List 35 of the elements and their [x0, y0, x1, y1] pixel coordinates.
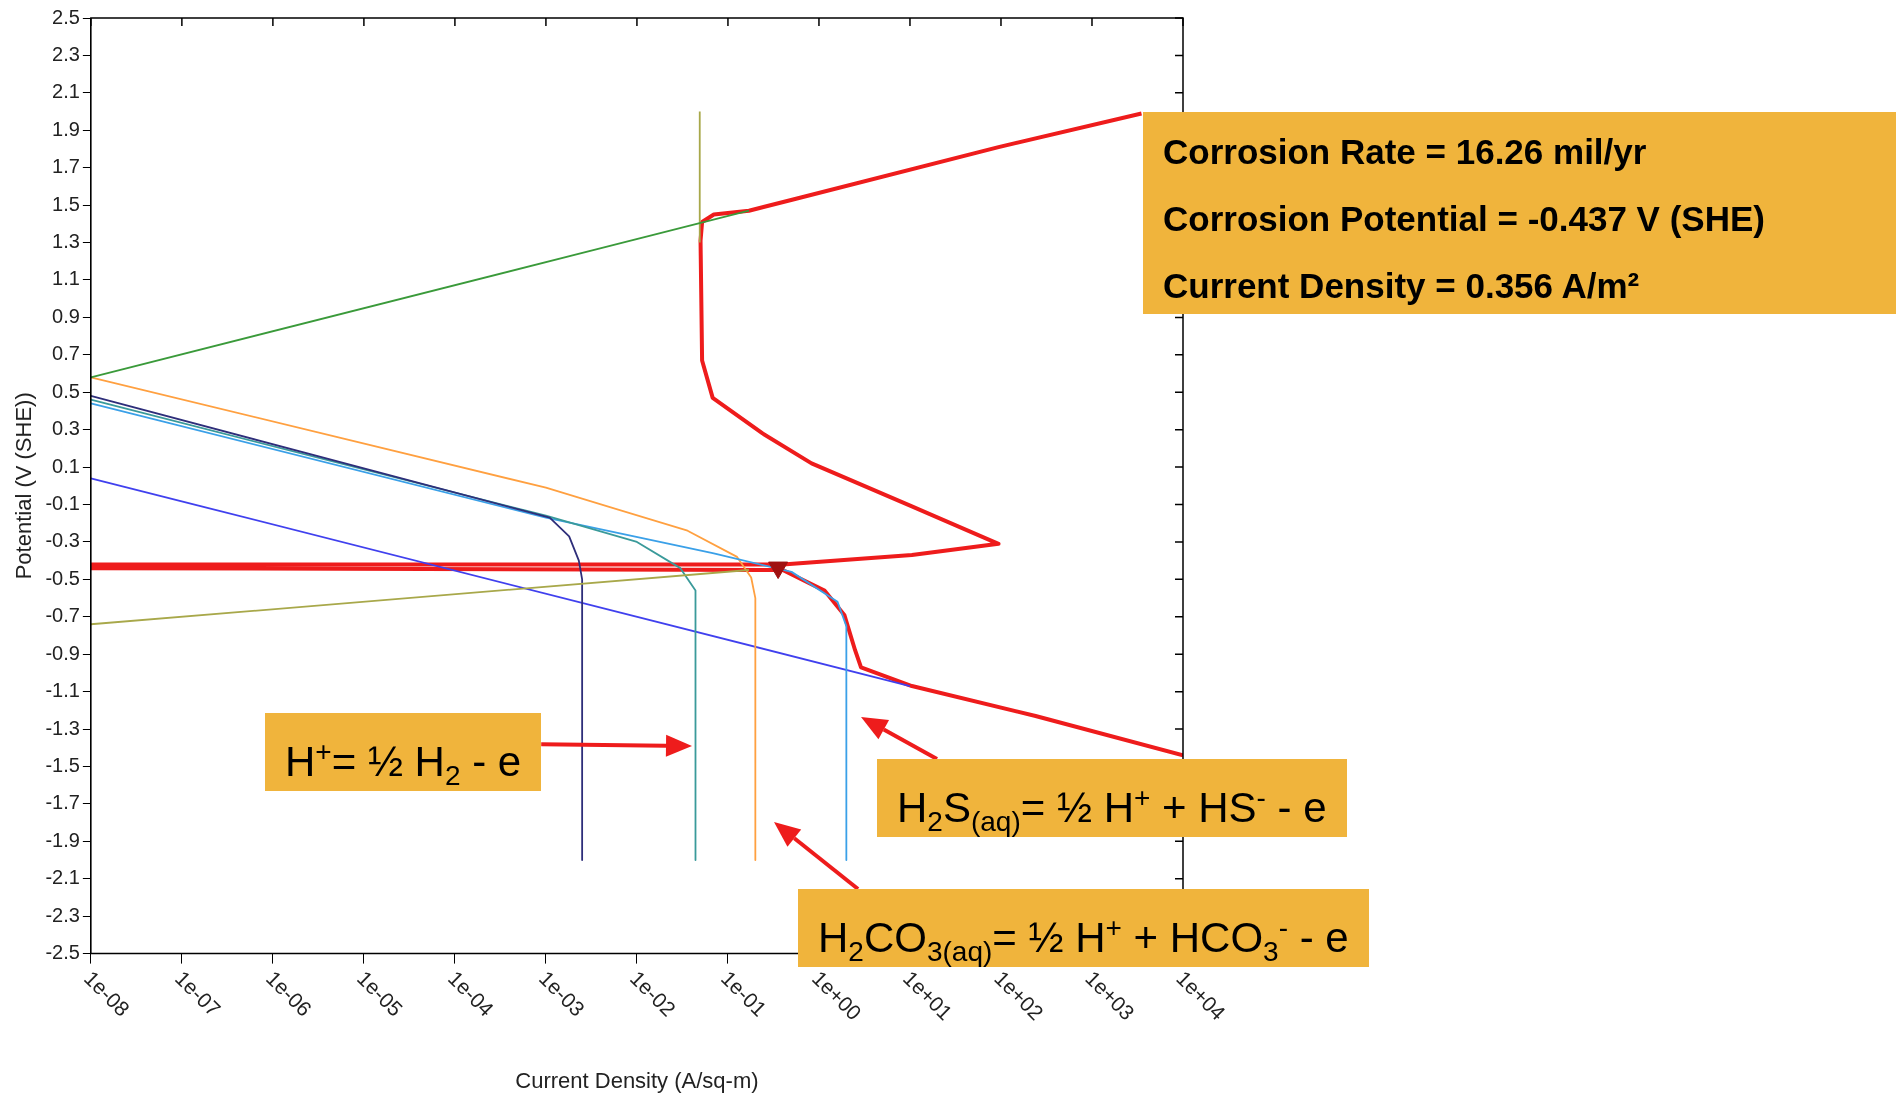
annotation: Corrosion Potential = -0.437 V (SHE) — [1163, 198, 1766, 240]
y-tick-label: -0.1 — [45, 492, 80, 515]
y-tick-label: -0.7 — [45, 604, 80, 627]
y-tick-label: 0.1 — [52, 454, 80, 477]
y-tick-label: -0.5 — [45, 566, 80, 589]
y-tick-label: 1.9 — [52, 117, 80, 140]
y-tick-label: 1.1 — [52, 267, 80, 290]
text-box: H$_{2}$S$_{(aq)}$= ½ H$^{+}$ + HS$^{-}$ - e — [877, 759, 1347, 837]
x-axis-title: Current Density (A/sq-m) — [515, 1067, 759, 1093]
y-tick-label: 0.3 — [52, 417, 80, 440]
text-box: Corrosion Rate = 16.26 mil/yr Corrosion Potential = -0.437 V (SHE) Current Density = 0.356 A/m² — [1143, 112, 1896, 314]
y-tick-label: -2.1 — [45, 866, 80, 889]
y-tick-label: 0.9 — [52, 304, 80, 327]
y-tick-label: 0.7 — [52, 342, 80, 365]
y-tick-label: 0.5 — [52, 379, 80, 402]
y-tick-label: 1.5 — [52, 192, 80, 215]
y-tick-label: -1.1 — [45, 679, 80, 702]
text-box: H$^{+}$= ½ H$_{2}$ - e — [265, 713, 542, 791]
y-tick-label: -0.9 — [45, 641, 80, 664]
text-box: H$_{2}$CO$_{3(aq)}$= ½ H$^{+}$ + HCO$_{3}$$^{-}$ - e — [798, 889, 1369, 967]
y-tick-label: 2.3 — [52, 42, 80, 65]
annotation: Corrosion Rate = 16.26 mil/yr — [1163, 131, 1648, 173]
y-tick-label: 1.3 — [52, 230, 80, 253]
y-tick-label: -1.5 — [45, 754, 80, 776]
y-tick-label: -0.3 — [45, 529, 80, 552]
annotation: Current Density = 0.356 A/m² — [1163, 265, 1641, 307]
y-tick-label: 1.7 — [52, 155, 80, 178]
y-tick-label: 2.1 — [52, 80, 80, 103]
y-tick-label: 2.5 — [52, 5, 80, 28]
y-tick-label: -1.3 — [45, 716, 80, 739]
y-tick-label: -1.9 — [45, 828, 80, 851]
y-tick-label: -2.3 — [45, 903, 80, 926]
y-axis-title: Potential (V (SHE)) — [11, 392, 37, 580]
y-tick-label: -1.7 — [45, 791, 80, 814]
y-tick-label: -2.5 — [45, 941, 80, 964]
